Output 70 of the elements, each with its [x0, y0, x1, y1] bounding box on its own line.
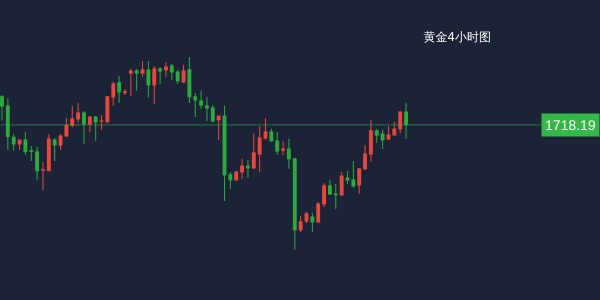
candlestick [123, 88, 127, 96]
candlestick [386, 126, 390, 140]
candlestick [380, 129, 385, 150]
candlestick [58, 133, 62, 150]
candlestick [322, 182, 326, 208]
candlestick [12, 133, 16, 152]
candlestick [374, 128, 379, 144]
candlestick [41, 161, 45, 190]
candlestick [0, 94, 4, 122]
candlestick [70, 105, 74, 128]
candlestick [252, 132, 256, 170]
candlestick [216, 116, 221, 140]
candlestick [94, 116, 98, 142]
candlestick [46, 133, 51, 172]
candlestick [64, 117, 68, 138]
candlestick [152, 66, 156, 105]
candlestick [298, 216, 303, 233]
candlestick [398, 110, 402, 134]
candlestick [228, 172, 232, 190]
candlestick [111, 82, 116, 106]
candlestick [134, 68, 139, 92]
candlestick [100, 114, 104, 130]
candlestick [275, 132, 280, 156]
candlestick [368, 119, 373, 162]
text: 1718.19 [545, 117, 596, 133]
candlestick [210, 104, 215, 123]
candlestick [6, 98, 10, 150]
candlestick [18, 139, 22, 150]
candlestick [258, 126, 262, 173]
candlestick [304, 211, 308, 224]
candlestick [328, 179, 332, 196]
candlestick [240, 158, 244, 180]
candlestick [76, 102, 80, 124]
candlestick [158, 66, 162, 84]
candlestick [140, 60, 144, 78]
candlestick [222, 105, 226, 202]
candlestick [193, 92, 198, 118]
candlestick [269, 128, 274, 142]
candlestick [310, 212, 314, 233]
candlestick [234, 170, 238, 182]
candlestick [246, 160, 250, 178]
candlestick [316, 201, 320, 224]
candlestick [88, 116, 92, 133]
candlestick [117, 75, 122, 104]
candlestick [292, 157, 297, 250]
candlestick [334, 183, 338, 210]
candlestick [182, 64, 186, 84]
candlestick [146, 60, 150, 98]
candlestick [164, 61, 168, 78]
candlestick [392, 122, 396, 136]
candlestick [357, 167, 362, 195]
candlestick [29, 145, 34, 162]
candlestick [351, 160, 356, 189]
candlestick [287, 138, 291, 170]
candlestick [52, 138, 57, 162]
candlestick [264, 117, 268, 140]
candlestick [340, 172, 344, 196]
candlestick [404, 102, 408, 140]
candlestick [23, 132, 28, 156]
candlestick [128, 68, 133, 96]
candlestick [199, 90, 204, 110]
candlestick [281, 140, 286, 156]
candlestick [346, 170, 350, 184]
candlestick [82, 110, 86, 145]
candlestick [363, 144, 367, 170]
candlestick [187, 56, 192, 104]
text: 黄金4小时图 [423, 30, 492, 44]
candlestick [205, 96, 209, 122]
candlestick [35, 146, 40, 180]
candlestick [105, 95, 110, 123]
